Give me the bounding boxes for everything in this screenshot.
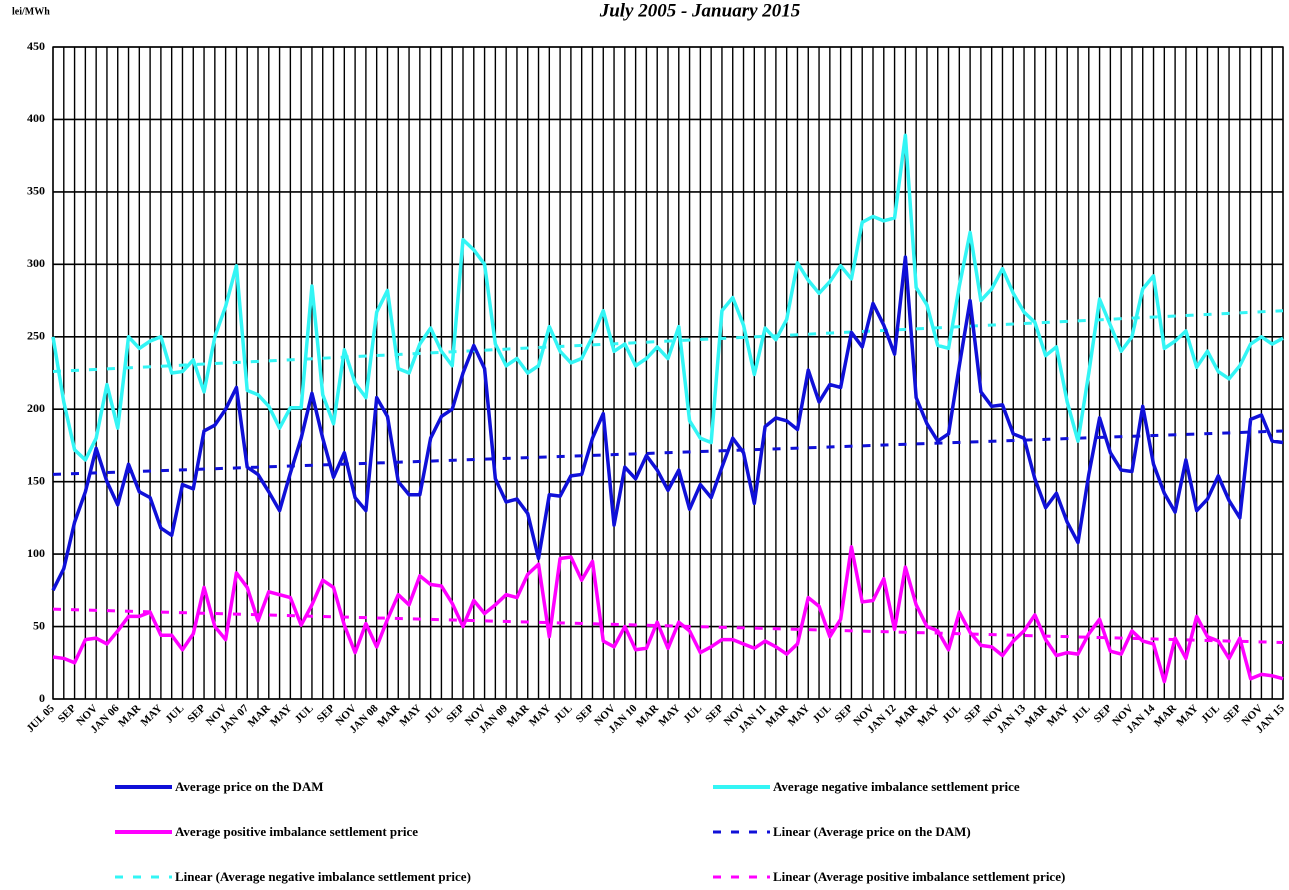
x-tick-label: MAY bbox=[527, 702, 553, 728]
y-tick-label: 300 bbox=[27, 256, 45, 270]
legend-label: Average negative imbalance settlement pr… bbox=[773, 779, 1020, 794]
y-tick-label: 150 bbox=[27, 473, 45, 487]
series-line bbox=[52, 545, 1284, 684]
plot-border bbox=[52, 46, 1284, 700]
x-tick-label: MAR bbox=[1152, 702, 1180, 730]
trend-line bbox=[52, 309, 1284, 374]
x-tick-label: MAY bbox=[397, 702, 423, 728]
x-tick-label: MAR bbox=[246, 702, 274, 730]
x-tick-label: JUL bbox=[811, 702, 834, 725]
x-tick-label: MAY bbox=[656, 702, 682, 728]
y-tick-label: 450 bbox=[27, 39, 45, 53]
x-tick-label: JUL bbox=[1070, 702, 1093, 725]
x-tick-label: JUL 05 bbox=[24, 702, 57, 735]
x-tick-label: MAY bbox=[915, 702, 941, 728]
y-axis-label: lei/MWh bbox=[12, 6, 50, 17]
x-tick-label: MAR bbox=[1022, 702, 1050, 730]
y-tick-label: 100 bbox=[27, 546, 45, 560]
x-tick-label: MAY bbox=[138, 702, 164, 728]
x-tick-label: JUL bbox=[1199, 702, 1222, 725]
y-tick-label: 50 bbox=[33, 618, 45, 632]
y-tick-label: 400 bbox=[27, 111, 45, 125]
trend-line bbox=[52, 607, 1284, 644]
series-line bbox=[51, 133, 1284, 462]
x-tick-label: MAR bbox=[634, 702, 662, 730]
x-tick-label: MAR bbox=[764, 702, 792, 730]
legend-label: Average price on the DAM bbox=[175, 779, 324, 794]
legend-label: Linear (Average price on the DAM) bbox=[773, 824, 971, 839]
chart-title: July 2005 - January 2015 bbox=[599, 0, 801, 21]
legend-label: Average positive imbalance settlement pr… bbox=[175, 824, 418, 839]
x-tick-label: JUL bbox=[552, 702, 575, 725]
x-tick-label: JUL bbox=[422, 702, 445, 725]
x-tick-label: MAR bbox=[505, 702, 533, 730]
y-tick-label: 350 bbox=[27, 184, 45, 198]
legend-label: Linear (Average negative imbalance settl… bbox=[175, 869, 471, 884]
y-tick-label: 200 bbox=[27, 401, 45, 415]
x-tick-label: MAY bbox=[1174, 702, 1200, 728]
legend-label: Linear (Average positive imbalance settl… bbox=[773, 869, 1065, 884]
x-tick-label: JUL bbox=[681, 702, 704, 725]
x-tick-label: JUL bbox=[293, 702, 316, 725]
x-tick-label: MAR bbox=[893, 702, 921, 730]
y-tick-label: 250 bbox=[27, 329, 45, 343]
x-tick-label: JUL bbox=[163, 702, 186, 725]
x-tick-label: MAY bbox=[786, 702, 812, 728]
trend-line bbox=[52, 429, 1284, 476]
x-tick-label: MAR bbox=[116, 702, 144, 730]
y-tick-label: 0 bbox=[39, 691, 45, 705]
series-line bbox=[51, 255, 1284, 592]
x-tick-label: JUL bbox=[940, 702, 963, 725]
x-tick-label: MAY bbox=[1045, 702, 1071, 728]
x-tick-label: MAY bbox=[268, 702, 294, 728]
x-tick-label: MAR bbox=[375, 702, 403, 730]
